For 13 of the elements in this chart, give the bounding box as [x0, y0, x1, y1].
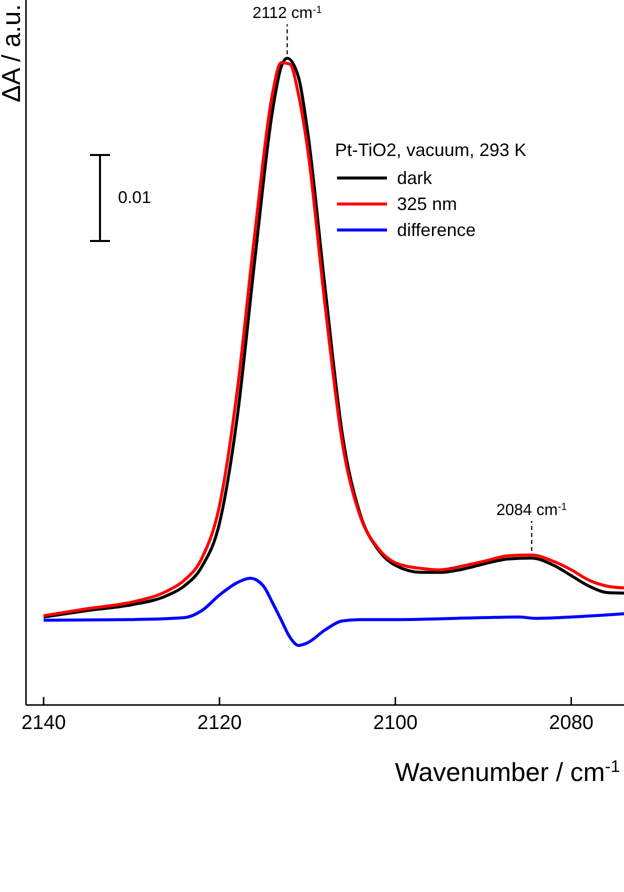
legend-label: difference [397, 220, 476, 240]
legend-label: dark [397, 168, 432, 188]
y-axis-title: ΔA / a.u. [0, 4, 26, 102]
legend-title: Pt-TiO2, vacuum, 293 K [335, 140, 528, 161]
annotation: 0.01 [118, 188, 152, 208]
legend-label: 325 nm [397, 194, 458, 214]
x-tick-label: 2080 [548, 712, 594, 734]
annotation: 2084 cm$^{-1}$ [496, 501, 568, 519]
x-tick-label: 2140 [21, 712, 66, 734]
annotation: 2112 cm$^{-1}$ [252, 4, 322, 22]
x-tick-label: 2100 [373, 712, 418, 734]
x-tick-label: 2120 [197, 712, 242, 734]
x-axis-title: Wavenumber / cm$^{-1}$ [394, 756, 620, 787]
